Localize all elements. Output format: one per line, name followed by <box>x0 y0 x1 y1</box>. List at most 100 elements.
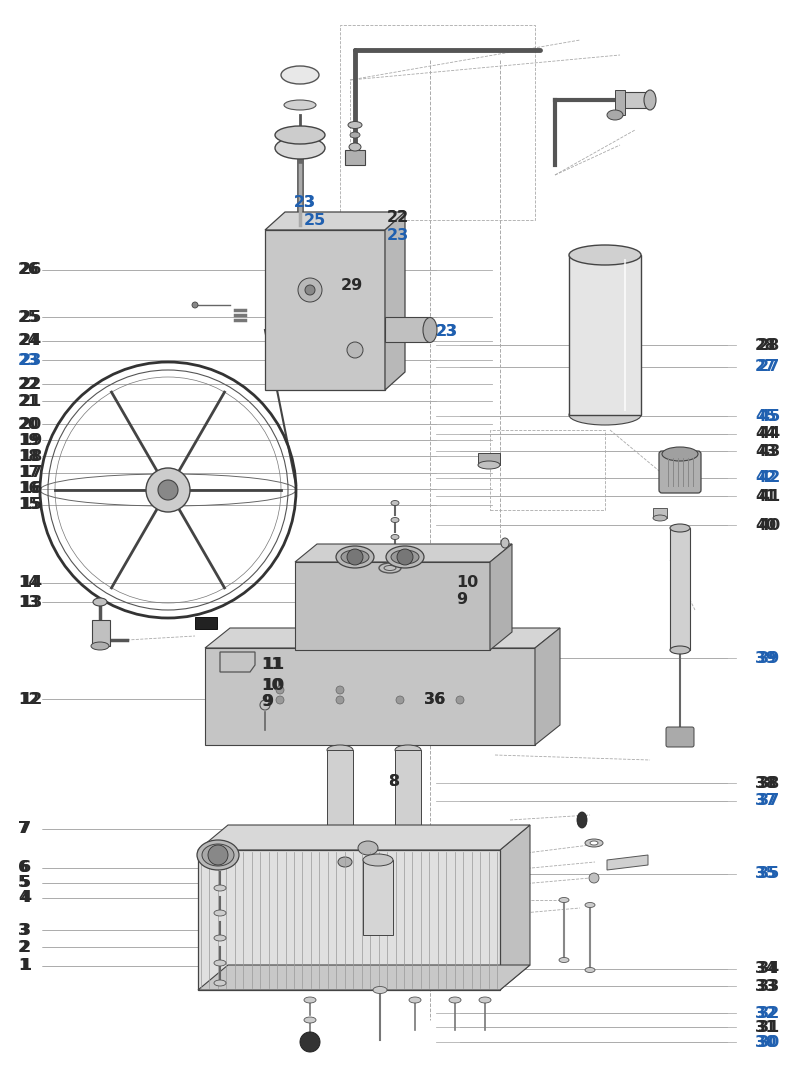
Circle shape <box>276 696 284 704</box>
Text: 37: 37 <box>758 793 780 808</box>
Text: 33: 33 <box>758 979 780 994</box>
Bar <box>490 431 605 510</box>
Ellipse shape <box>93 598 107 606</box>
Polygon shape <box>535 628 560 745</box>
Text: 35: 35 <box>758 866 780 882</box>
Text: 23: 23 <box>294 195 316 210</box>
Ellipse shape <box>577 812 587 828</box>
Text: 23: 23 <box>387 228 409 243</box>
Text: 40: 40 <box>755 518 776 533</box>
Text: 16: 16 <box>20 481 42 496</box>
Ellipse shape <box>363 853 393 866</box>
Circle shape <box>305 285 315 295</box>
Circle shape <box>347 549 363 565</box>
Ellipse shape <box>275 137 325 159</box>
Bar <box>265 230 385 390</box>
Text: 23: 23 <box>18 353 40 368</box>
Circle shape <box>336 696 344 704</box>
Bar <box>195 617 217 629</box>
Bar <box>327 750 353 839</box>
Circle shape <box>336 686 344 694</box>
Text: 9: 9 <box>262 694 272 709</box>
Text: 2: 2 <box>20 940 31 955</box>
Ellipse shape <box>569 405 641 425</box>
Text: 20: 20 <box>20 416 42 432</box>
Ellipse shape <box>585 839 603 847</box>
Ellipse shape <box>395 745 421 755</box>
Ellipse shape <box>644 90 656 110</box>
Text: 27: 27 <box>758 359 780 374</box>
Polygon shape <box>385 211 405 390</box>
Text: 11: 11 <box>262 657 284 672</box>
Ellipse shape <box>386 546 424 568</box>
Bar <box>295 562 490 650</box>
Text: 23: 23 <box>387 228 408 243</box>
Ellipse shape <box>395 835 421 845</box>
Ellipse shape <box>449 997 461 1003</box>
Ellipse shape <box>670 524 690 532</box>
Bar <box>363 860 393 935</box>
Polygon shape <box>500 825 530 991</box>
Text: 28: 28 <box>755 338 776 353</box>
Ellipse shape <box>336 546 374 568</box>
Text: 43: 43 <box>755 443 776 459</box>
Bar <box>92 620 110 646</box>
Text: 16: 16 <box>18 481 39 496</box>
Text: 44: 44 <box>755 426 776 441</box>
Ellipse shape <box>214 960 226 966</box>
Text: 25: 25 <box>304 213 326 228</box>
Text: 7: 7 <box>18 821 29 836</box>
Text: 23: 23 <box>294 195 316 210</box>
Bar <box>653 508 667 518</box>
Text: 14: 14 <box>20 575 42 590</box>
Ellipse shape <box>349 144 361 151</box>
Text: 2: 2 <box>18 940 29 955</box>
Text: 42: 42 <box>755 470 776 486</box>
Text: 7: 7 <box>20 821 31 836</box>
Text: 1: 1 <box>20 958 31 973</box>
Circle shape <box>353 49 357 52</box>
Ellipse shape <box>569 245 641 265</box>
Ellipse shape <box>479 997 491 1003</box>
Text: 26: 26 <box>18 262 40 277</box>
Ellipse shape <box>670 646 690 654</box>
Ellipse shape <box>358 841 378 855</box>
Text: 8: 8 <box>389 774 399 789</box>
Text: 35: 35 <box>755 866 776 882</box>
Text: 24: 24 <box>18 333 40 349</box>
Text: 17: 17 <box>20 465 42 480</box>
Ellipse shape <box>348 122 362 128</box>
Ellipse shape <box>284 100 316 110</box>
Text: 43: 43 <box>758 443 780 459</box>
Ellipse shape <box>202 844 234 866</box>
Text: 32: 32 <box>758 1006 780 1021</box>
Text: 24: 24 <box>20 333 42 349</box>
FancyBboxPatch shape <box>666 727 694 747</box>
Text: 25: 25 <box>304 213 325 228</box>
Bar <box>569 255 641 415</box>
Text: 15: 15 <box>20 497 42 513</box>
Text: 34: 34 <box>758 961 780 976</box>
Text: 18: 18 <box>20 449 42 464</box>
Text: 38: 38 <box>755 776 776 791</box>
Ellipse shape <box>662 447 698 461</box>
Text: 44: 44 <box>758 426 780 441</box>
Text: 23: 23 <box>20 353 42 368</box>
Text: 22: 22 <box>387 210 409 226</box>
Text: 41: 41 <box>755 489 776 504</box>
Text: 21: 21 <box>20 394 42 409</box>
Ellipse shape <box>478 461 500 469</box>
Ellipse shape <box>585 902 595 907</box>
Circle shape <box>276 686 284 694</box>
Circle shape <box>456 696 464 704</box>
Bar <box>205 648 535 745</box>
Ellipse shape <box>391 550 419 564</box>
Circle shape <box>146 468 190 513</box>
Ellipse shape <box>653 515 667 521</box>
Text: 36: 36 <box>424 692 446 707</box>
Polygon shape <box>198 965 530 991</box>
Text: 9: 9 <box>456 592 467 607</box>
Ellipse shape <box>391 518 399 522</box>
Text: 28: 28 <box>758 338 780 353</box>
Text: 13: 13 <box>20 595 42 610</box>
